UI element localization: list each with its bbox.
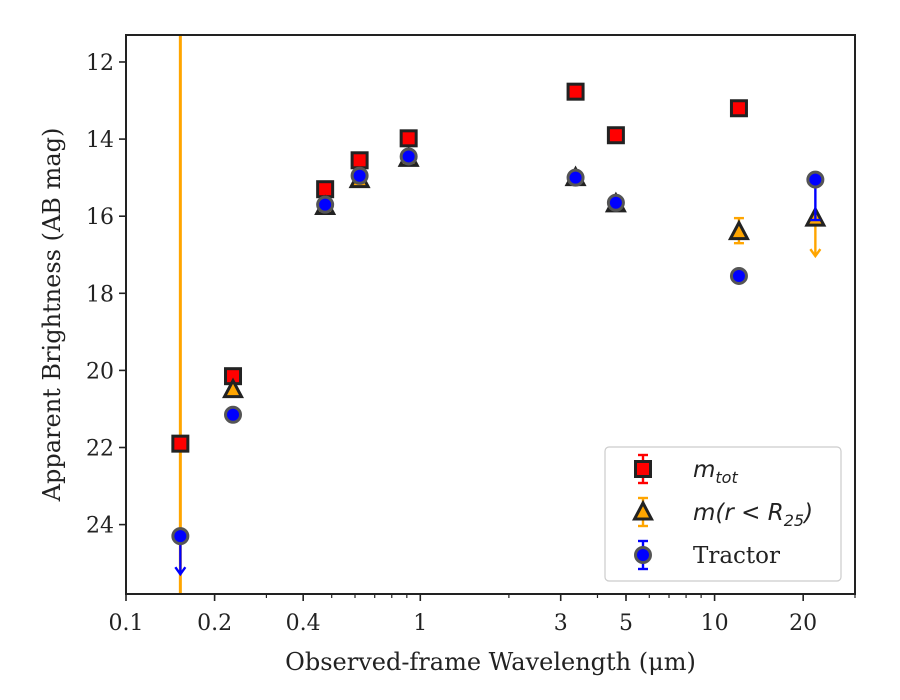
y-tick-label: 22 xyxy=(86,437,114,462)
x-tick-label: 3 xyxy=(554,611,568,636)
plot-frame xyxy=(125,34,856,595)
x-tick-label: 1 xyxy=(413,611,427,636)
y-tick-label: 16 xyxy=(86,205,114,230)
y-tick-label: 12 xyxy=(86,51,114,76)
legend-marker xyxy=(634,546,652,564)
y-axis-title: Apparent Brightness (AB mag) xyxy=(38,128,66,503)
data-point-circle xyxy=(350,166,369,185)
data-point-circle xyxy=(729,266,748,285)
data-point-square xyxy=(606,126,625,145)
x-tick-label: 0.1 xyxy=(109,611,144,636)
x-tick-label: 20 xyxy=(789,611,817,636)
legend: mtot m(r < R25) Tractor xyxy=(604,446,842,582)
y-tick-label: 18 xyxy=(86,282,114,307)
legend-entry: Tractor xyxy=(634,539,780,571)
axis-ticks: 0.1 0.2 0.4 1 3 5 10 20 12 14 16 18 20 22 24 xyxy=(86,51,856,636)
legend-entry: m(r < R25) xyxy=(632,496,813,530)
data-point-circle xyxy=(566,168,585,187)
x-tick-label: 0.4 xyxy=(286,611,321,636)
x-axis-title: Observed-frame Wavelength (μm) xyxy=(285,648,696,676)
data-point-circle xyxy=(806,170,825,189)
data-point-circle xyxy=(171,527,190,546)
y-tick-label: 20 xyxy=(86,359,114,384)
data-point-circle xyxy=(606,193,625,212)
data-point-circle xyxy=(224,405,243,424)
legend-marker xyxy=(632,499,654,521)
y-tick-label: 14 xyxy=(86,128,114,153)
legend-label: m(r < R25) xyxy=(693,500,813,530)
series-2 xyxy=(171,147,825,577)
x-tick-label: 0.2 xyxy=(197,611,232,636)
x-tick-label: 10 xyxy=(701,611,729,636)
upper-limit-arrow-head xyxy=(174,566,187,577)
upper-limit-arrow-head xyxy=(809,248,822,259)
x-tick-label: 5 xyxy=(619,611,633,636)
data-point-triangle xyxy=(222,377,245,399)
legend-marker xyxy=(634,460,652,478)
data-marks xyxy=(171,82,827,577)
data-point-circle xyxy=(316,195,335,214)
data-point-square xyxy=(399,129,418,148)
data-point-triangle xyxy=(727,219,750,241)
data-point-square xyxy=(566,82,585,101)
data-point-square xyxy=(729,99,748,118)
legend-box xyxy=(604,446,842,582)
y-tick-label: 24 xyxy=(86,514,114,539)
series-0 xyxy=(171,82,748,453)
data-point-square xyxy=(171,434,190,453)
data-point-circle xyxy=(399,147,418,166)
legend-label: mtot xyxy=(693,457,738,487)
legend-entries: mtot m(r < R25) Tractor xyxy=(632,453,813,571)
legend-label: Tractor xyxy=(693,543,780,569)
data-point-square xyxy=(350,151,369,170)
legend-entry: mtot xyxy=(634,453,738,487)
